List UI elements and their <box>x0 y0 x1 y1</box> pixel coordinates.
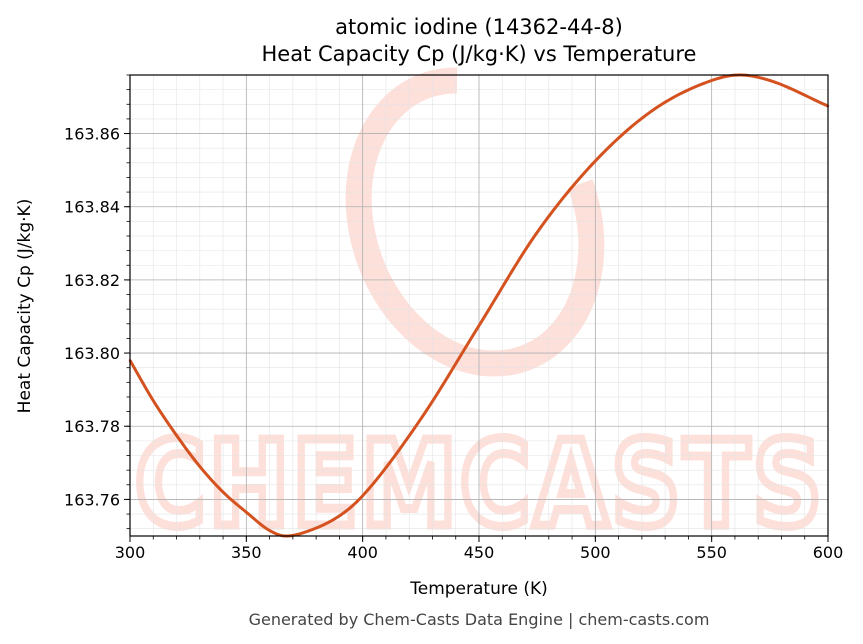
watermark-text: CHEMCASTS <box>135 415 825 553</box>
data-point <box>175 434 178 437</box>
data-point <box>245 511 248 514</box>
data-point <box>652 108 655 111</box>
x-tick-label: 550 <box>696 543 727 562</box>
y-tick-label: 163.86 <box>64 125 120 144</box>
axis-ticks <box>124 74 829 542</box>
x-tick-label: 600 <box>813 543 844 562</box>
data-point <box>221 490 225 494</box>
data-point <box>594 159 597 163</box>
data-point <box>768 79 772 82</box>
data-point <box>152 399 155 402</box>
y-tick-labels: 163.76 163.78 163.80 163.82 163.84 163.86 <box>64 125 120 510</box>
y-axis-label: Heat Capacity Cp (J/kg·K) <box>15 199 35 414</box>
y-tick-label: 163.82 <box>64 271 120 290</box>
x-tick-label: 400 <box>347 543 378 562</box>
x-axis-label: Temperature (K) <box>409 579 548 599</box>
series-line <box>128 73 829 538</box>
y-tick-label: 163.78 <box>64 417 120 436</box>
data-point <box>361 494 364 497</box>
data-point <box>303 531 306 534</box>
data-point <box>198 465 201 468</box>
chart-subtitle: Heat Capacity Cp (J/kg·K) vs Temperature <box>262 42 697 66</box>
major-grid <box>129 75 829 536</box>
x-tick-label: 350 <box>231 543 262 562</box>
y-tick-label: 163.84 <box>64 198 120 217</box>
footer-credit: Generated by Chem-Casts Data Engine | ch… <box>249 610 710 629</box>
data-point <box>710 79 713 82</box>
x-tick-label: 500 <box>580 543 611 562</box>
data-point <box>419 417 423 421</box>
data-point <box>338 514 341 518</box>
data-point <box>535 231 539 234</box>
y-tick-label: 163.76 <box>64 490 120 509</box>
y-tick-label: 163.80 <box>64 344 120 363</box>
chart-title: atomic iodine (14362-44-8) <box>335 15 623 39</box>
chemcasts-watermark: CHEMCASTS <box>131 67 826 558</box>
data-point <box>477 324 481 327</box>
x-tick-label: 450 <box>464 543 495 562</box>
data-point <box>268 529 271 532</box>
x-tick-labels: 300 350 400 450 500 550 600 <box>115 543 844 562</box>
x-tick-label: 300 <box>115 543 146 562</box>
